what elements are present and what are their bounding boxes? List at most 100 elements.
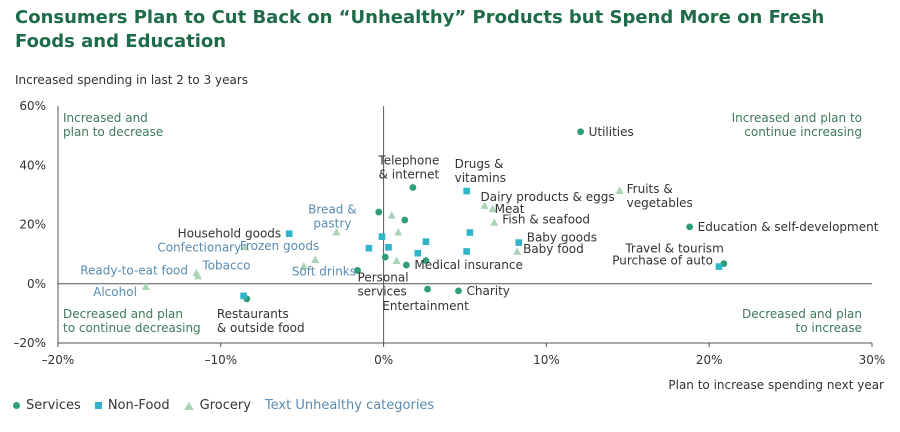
point-grocery xyxy=(480,201,489,209)
quadrant-label-bottom-left: Decreased and plan xyxy=(63,307,183,321)
point-grocery xyxy=(513,247,522,255)
point-label: Confectionary xyxy=(157,240,241,254)
point-label: & outside food xyxy=(217,321,305,335)
legend-circle-marker xyxy=(13,402,20,409)
point-label: Household goods xyxy=(178,227,282,241)
point-label: Utilities xyxy=(589,125,634,139)
point-label: Ready-to-eat food xyxy=(80,263,188,277)
point-grocery xyxy=(387,211,396,219)
point-grocery xyxy=(299,261,308,270)
point-nonfood xyxy=(466,229,474,236)
point-services xyxy=(402,261,410,269)
point-grocery xyxy=(332,227,341,236)
chart-marks xyxy=(141,128,728,303)
point-label: Frozen goods xyxy=(240,239,319,253)
point-label: Entertainment xyxy=(382,299,469,313)
point-nonfood xyxy=(463,248,470,255)
legend-item-services: Services xyxy=(13,398,81,413)
point-label: Soft drinks xyxy=(292,264,356,278)
point-label: Alcohol xyxy=(93,285,137,299)
point-services xyxy=(354,267,361,274)
x-tick-label: 30% xyxy=(859,353,886,367)
y-tick-label: 20% xyxy=(19,218,46,232)
point-label: Tobacco xyxy=(201,258,250,272)
point-services xyxy=(375,208,383,216)
point-services xyxy=(422,257,430,265)
point-services xyxy=(409,184,417,191)
legend-item-nonfood: Non-Food xyxy=(94,398,170,413)
legend-label-services: Services xyxy=(26,398,81,413)
legend-label-nonfood: Non-Food xyxy=(107,398,170,413)
point-label: Baby goods xyxy=(527,231,597,245)
legend-label-grocery: Grocery xyxy=(199,398,251,413)
point-label: Dairy products & eggs xyxy=(481,190,615,204)
point-label: Meat xyxy=(495,202,525,216)
point-services xyxy=(381,253,389,261)
point-label: vegetables xyxy=(627,196,693,210)
x-tick-label: 10% xyxy=(533,353,560,367)
point-grocery xyxy=(141,282,150,291)
point-label: Bread & xyxy=(308,202,356,216)
point-grocery xyxy=(394,227,403,236)
quadrant-label-top-right: continue increasing xyxy=(744,125,862,139)
point-label: Fruits & xyxy=(627,182,673,196)
quadrant-label-bottom-right: Decreased and plan xyxy=(742,307,862,321)
point-nonfood xyxy=(463,187,470,195)
chart-title-line-2: Foods and Education xyxy=(15,31,227,52)
point-label: services xyxy=(358,284,407,298)
x-tick-label: 20% xyxy=(696,353,723,367)
point-grocery xyxy=(392,256,401,264)
point-label: Purchase of auto xyxy=(612,254,713,268)
point-label: Travel & tourism xyxy=(624,242,724,256)
quadrant-label-bottom-left: to continue decreasing xyxy=(63,321,201,335)
legend-item-grocery: Grocery xyxy=(183,398,251,413)
quadrant-label-top-right: Increased and plan to xyxy=(732,111,862,125)
point-nonfood xyxy=(715,263,723,270)
point-services xyxy=(455,287,462,295)
point-services xyxy=(686,223,694,231)
point-grocery xyxy=(311,255,320,264)
point-label: Personal xyxy=(358,270,409,284)
point-nonfood xyxy=(285,230,293,237)
chart-title-line-1: Consumers Plan to Cut Back on “Unhealthy… xyxy=(15,7,825,28)
x-tick-label: –20% xyxy=(42,353,75,367)
point-label: Baby food xyxy=(523,242,584,256)
point-label: Telephone xyxy=(377,153,439,167)
point-nonfood xyxy=(365,244,373,252)
point-grocery xyxy=(490,218,499,226)
y-tick-label: 0% xyxy=(27,277,46,291)
legend-square-marker xyxy=(94,402,102,409)
quadrant-label-top-left: plan to decrease xyxy=(63,125,163,139)
point-label: Charity xyxy=(466,284,509,298)
quadrant-label-bottom-right: to increase xyxy=(796,321,862,335)
legend-triangle-marker xyxy=(183,401,194,410)
point-nonfood xyxy=(515,239,523,246)
point-nonfood xyxy=(422,238,430,245)
chart-grid: –20% 0% 20% 40% 60% –20% –10% 0% 10% 20% 30% xyxy=(13,99,885,367)
y-tick-label: 60% xyxy=(19,99,46,113)
point-label: pastry xyxy=(313,216,351,230)
point-label: Medical insurance xyxy=(414,258,522,272)
point-grocery xyxy=(488,204,497,213)
quadrant-label-top-left: Increased and xyxy=(63,111,148,125)
point-services xyxy=(424,285,431,293)
x-axis-title: Plan to increase spending next year xyxy=(668,378,884,392)
point-grocery xyxy=(615,186,624,195)
point-nonfood xyxy=(414,249,422,257)
y-axis-title: Increased spending in last 2 to 3 years xyxy=(15,73,249,87)
point-labels: Utilities Telephone& internet Education & … xyxy=(80,125,878,335)
y-tick-label: 40% xyxy=(19,158,46,172)
point-label: Restaurants xyxy=(217,307,289,321)
point-grocery xyxy=(194,271,203,280)
point-label: vitamins xyxy=(455,171,506,185)
x-tick-label: –10% xyxy=(204,353,237,367)
point-grocery xyxy=(241,242,250,251)
x-tick-label: 0% xyxy=(374,353,393,367)
point-label: Education & self-development xyxy=(698,220,879,234)
point-services xyxy=(577,128,584,136)
point-services xyxy=(401,216,409,224)
legend-item-unhealthy: Text Unhealthy categories xyxy=(265,398,434,413)
point-nonfood xyxy=(378,233,386,240)
